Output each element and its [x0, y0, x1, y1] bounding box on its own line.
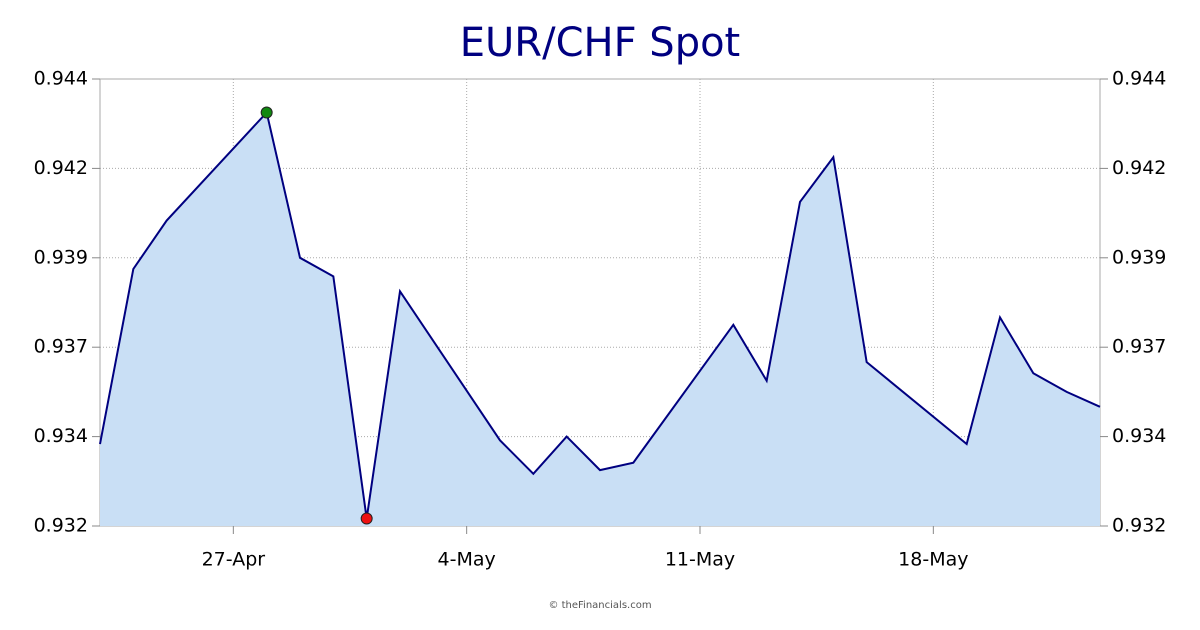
y-tick-label: 0.939 — [34, 246, 88, 268]
x-tick-label: 27-Apr — [202, 549, 266, 571]
y2-tick-label: 0.932 — [1112, 515, 1166, 537]
y2-tick-label: 0.942 — [1112, 157, 1166, 179]
min-marker — [360, 512, 373, 525]
y-tick-label: 0.944 — [34, 68, 88, 90]
x-tick-label: 11-May — [665, 549, 735, 571]
credit: © theFinancials.com — [548, 600, 651, 611]
y2-tick-label: 0.937 — [1112, 336, 1166, 358]
chart-title: EUR/CHF Spot — [460, 20, 741, 66]
y2-tick-label: 0.944 — [1112, 68, 1166, 90]
x-tick-label: 18-May — [898, 549, 968, 571]
y-tick-label: 0.937 — [34, 336, 88, 358]
y2-tick-label: 0.939 — [1112, 246, 1166, 268]
area — [100, 112, 1100, 527]
y-tick-label: 0.942 — [34, 157, 88, 179]
y-tick-label: 0.932 — [34, 515, 88, 537]
y-tick-label: 0.934 — [34, 425, 88, 447]
max-marker — [260, 106, 273, 119]
y2-tick-label: 0.934 — [1112, 425, 1166, 447]
line — [99, 110, 1101, 519]
x-tick-label: 4-May — [438, 549, 496, 571]
